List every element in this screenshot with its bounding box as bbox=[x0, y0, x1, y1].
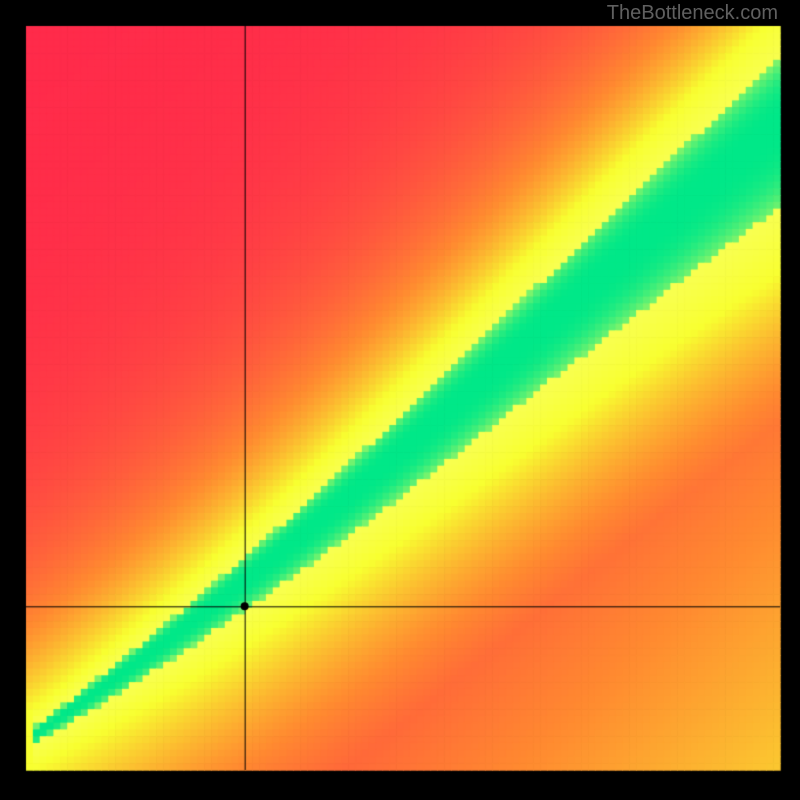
bottleneck-heatmap bbox=[0, 0, 800, 800]
watermark-label: TheBottleneck.com bbox=[607, 2, 778, 25]
